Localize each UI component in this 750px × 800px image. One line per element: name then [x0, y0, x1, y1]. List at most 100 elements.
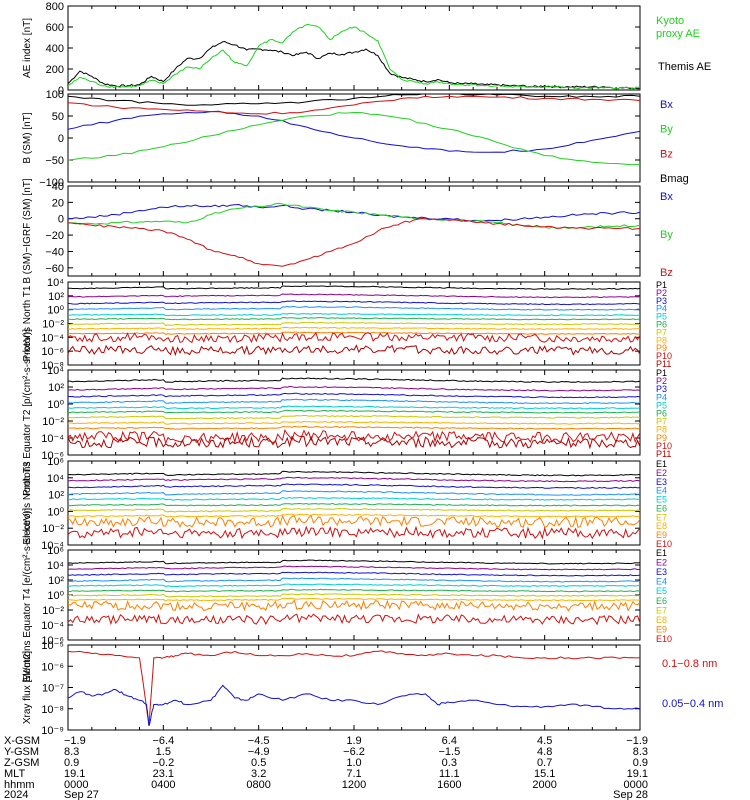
channel-label-e4: E4	[656, 486, 667, 496]
y-tick-label: 10²	[48, 575, 64, 587]
panel-lines	[68, 470, 640, 540]
ephemeris-cell-z: 0.9	[633, 757, 648, 769]
channel-line-p1	[68, 377, 640, 383]
channel-label-e7: E7	[656, 605, 667, 615]
ephemeris-row-label: X-GSM	[4, 735, 40, 747]
y-tick-label: −20	[45, 230, 64, 242]
channel-label-p3: P3	[656, 384, 667, 394]
y-tick-label: 10⁻²	[42, 605, 64, 617]
ephemeris-cell-y: 8.3	[633, 746, 648, 758]
channel-label-p8: P8	[656, 335, 667, 345]
y-tick-label: 0	[58, 133, 64, 145]
channel-line-p11	[68, 435, 640, 450]
channel-line-p8	[68, 420, 640, 425]
ephemeris-row-label: 2024	[4, 789, 28, 800]
y-axis-label: AE index [nT]	[22, 18, 33, 78]
y-tick-label: 400	[46, 43, 64, 55]
channel-label-p8: P8	[656, 425, 667, 435]
channel-label-p2: P2	[656, 376, 667, 386]
channel-line-e6	[68, 588, 640, 593]
ephemeris-cell-hhmm: 0800	[246, 779, 270, 791]
channel-line-p7	[68, 321, 640, 326]
channel-label-p9: P9	[656, 343, 667, 353]
channel-line-p6	[68, 409, 640, 414]
y-tick-label: 50	[52, 111, 64, 123]
ephemeris-cell-y: 4.8	[537, 746, 552, 758]
y-tick-label: 10⁻⁶	[41, 661, 64, 673]
channel-label-p9: P9	[656, 433, 667, 443]
channel-label-p2: P2	[656, 288, 667, 298]
channel-label-e6: E6	[656, 596, 667, 606]
ephemeris-cell-mlt: 15.1	[534, 768, 555, 780]
channel-line-p10	[68, 331, 640, 344]
panel-frame	[67, 185, 641, 277]
channel-label-e1: E1	[656, 548, 667, 558]
legend-themis-ae: Themis AE	[658, 61, 711, 73]
ephemeris-cell-date: Sep 28	[613, 789, 648, 800]
y-tick-label: 10⁻⁴	[41, 332, 64, 344]
y-axis-label: Electrons Equator T4 [e/(cm²-s-sr-keV)]	[22, 508, 33, 683]
y-axis-label: Xray flux [W/m2]	[22, 651, 33, 725]
channel-line-e3	[68, 483, 640, 489]
y-tick-label: 20	[52, 197, 64, 209]
panel-lines	[68, 285, 640, 357]
y-tick-label: 10⁻⁴	[41, 433, 64, 445]
ephemeris-cell-mlt: 19.1	[64, 768, 85, 780]
y-tick-label: 10⁰	[47, 305, 64, 317]
y-tick-label: −40	[45, 246, 64, 258]
ephemeris-cell-mlt: 11.1	[439, 768, 460, 780]
channel-line-p1	[68, 285, 640, 290]
panel-4: 10⁴ 10² 10⁰ 10⁻²10⁻⁴ 10⁻⁶ 10⁻⁸ Protons North T…	[22, 277, 672, 372]
panel-2: 100 50 0 −50 −100 B (SM) [nT] Bx By Bz Bmag	[22, 89, 689, 189]
ephemeris-row-label: hhmm	[4, 779, 35, 791]
channel-label-e9: E9	[656, 530, 667, 540]
channel-line-e6	[68, 502, 640, 507]
legend-bx: Bx	[660, 99, 673, 111]
legend-xray-short: 0.05−0.4 nm	[662, 698, 723, 710]
panel-5: 10⁴ 10² 10⁰ 10⁻² 10⁻⁴ 10⁻⁶ Protons Equator T2 …	[22, 329, 672, 496]
y-tick-label: 10⁰	[47, 506, 64, 518]
channel-line-p10	[68, 429, 640, 445]
ephemeris-cell-x: −1.9	[626, 735, 648, 747]
panel-8: 10⁻⁵ 10⁻⁶ 10⁻⁷ 10⁻⁸ 10⁻⁹ Xray flux [W/m2] 0.1−…	[22, 640, 723, 737]
y-axis-label: B (SM) [nT]	[22, 112, 33, 163]
y-tick-label: 10⁻²	[42, 319, 64, 331]
ephemeris-cell-x: −6.4	[152, 735, 174, 747]
ephemeris-row-label: Z-GSM	[4, 757, 39, 769]
ephemeris-cell-x: −1.9	[64, 735, 86, 747]
channel-line-e5	[68, 583, 640, 588]
channel-line-e10	[68, 613, 640, 626]
ephemeris-cell-x: 4.5	[537, 735, 552, 747]
panel-lines	[68, 23, 640, 90]
channel-line-e7	[68, 593, 640, 598]
y-tick-label: 10⁻⁷	[42, 683, 64, 695]
ephemeris-cell-mlt: 19.1	[627, 768, 648, 780]
y-tick-label: 600	[46, 22, 64, 34]
channel-label-p6: P6	[656, 409, 667, 419]
series-line-0-1-0-8-nm	[68, 650, 640, 726]
y-tick-label: 10⁻⁸	[41, 704, 64, 716]
channel-label-e7: E7	[656, 512, 667, 522]
channel-label-p6: P6	[656, 320, 667, 330]
y-tick-label: 10⁻⁹	[41, 725, 64, 737]
panel-lines	[68, 650, 640, 726]
channel-label-p10: P10	[656, 441, 672, 451]
ephemeris-cell-hhmm: 0400	[151, 779, 175, 791]
series-line-bx	[68, 110, 640, 153]
channel-line-e7	[68, 507, 640, 513]
ephemeris-cell-hhmm: 2000	[532, 779, 556, 791]
channel-label-e3: E3	[656, 567, 667, 577]
channel-line-p4	[68, 398, 640, 405]
ephemeris-cell-y: 8.3	[64, 746, 79, 758]
legend-by: By	[660, 124, 673, 136]
ephemeris-cell-y: −6.2	[343, 746, 365, 758]
ephemeris-cell-z: 0.3	[442, 757, 457, 769]
y-tick-label: 10⁻⁴	[41, 620, 64, 632]
channel-label-p1: P1	[656, 368, 667, 378]
channel-line-p4	[68, 305, 640, 311]
legend-kyoto-ae-line2: proxy AE	[656, 28, 700, 40]
channel-label-p11: P11	[656, 449, 671, 459]
channel-label-p7: P7	[656, 327, 667, 337]
y-tick-label: −100	[39, 177, 64, 189]
